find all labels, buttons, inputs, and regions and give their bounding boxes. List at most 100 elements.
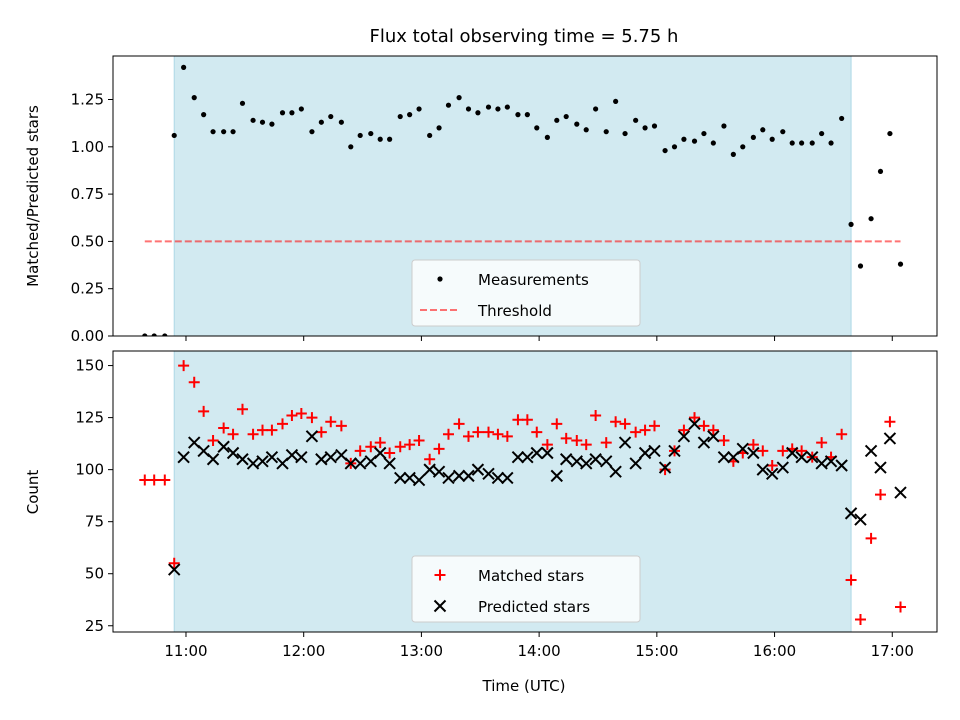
matched-star-point [639,424,651,436]
matched-star-point [580,439,592,451]
matched-star-point [306,412,318,424]
predicted-star-point [353,457,367,470]
predicted-star-point [765,467,779,481]
matched-star-point [531,426,543,438]
matched-star-point [816,437,828,449]
measurement-point [171,132,177,139]
matched-star-point [247,428,259,440]
predicted-star-point [226,446,240,460]
bottom-legend: Matched stars Predicted stars [411,555,641,623]
top-y-tick-label: 1.00 [71,138,104,156]
predicted-star-point [864,444,878,458]
predicted-star-point [295,450,308,464]
top-y-tick-label: 0.50 [71,232,104,250]
matched-star-point [404,439,416,451]
predicted-star-point [668,444,681,458]
measurement-point [456,95,462,101]
top-legend-label: Measurements [478,271,589,289]
predicted-star-point [177,450,190,464]
matched-star-point [139,474,151,486]
measurement-point [671,144,678,150]
bottom-data-layer [139,360,907,626]
matched-star-point [678,424,690,436]
measurement-point [877,168,884,175]
measurement-point [710,140,716,146]
predicted-star-point [824,455,838,468]
matched-star-point [472,426,484,438]
predicted-star-point [559,453,573,466]
measurement-point [780,129,786,135]
top-y-tick-label: 0.00 [71,327,104,345]
measurement-point [348,144,354,150]
predicted-star-point [756,463,769,476]
bottom-axes-frame [112,350,938,633]
measurement-point [848,221,854,227]
matched-star-point [796,445,808,457]
predicted-star-point [491,471,505,485]
matched-star-point [492,428,504,440]
measurement-point [819,130,825,137]
matched-star-point [747,439,759,451]
matched-star-point [895,601,907,613]
measurement-point [485,104,492,110]
bottom-x-tick-label: 11:00 [164,642,207,660]
predicted-star-point [265,450,279,464]
bottom-y-tick-label: 25 [85,617,104,635]
measurement-point [504,104,510,110]
matched-star-point [501,430,513,442]
bottom-x-tick-label: 16:00 [753,642,796,660]
measurement-point [495,106,501,112]
matched-star-point [874,489,886,501]
predicted-star-point [776,461,790,474]
measurement-point [151,333,157,336]
matched-star-point [286,410,298,422]
predicted-star-point [648,444,661,458]
matched-star-point [483,426,495,438]
measurement-point [269,121,275,127]
bottom-x-tick-label: 12:00 [282,642,325,660]
measurement-point [416,106,422,112]
matched-star-point [698,420,710,432]
matched-star-point [335,420,347,432]
measurement-point [534,125,540,131]
matched-star-point [315,426,327,438]
matched-star-point [590,410,602,422]
measurement-point [681,136,687,142]
predicted-star-point [206,453,220,466]
matched-star-point [551,418,563,430]
top-axes-frame [112,55,938,337]
bottom-x-tick-label: 17:00 [871,642,914,660]
top-y-tick-label: 0.25 [71,280,104,298]
measurement-point [142,333,148,336]
predicted-star-point [168,563,181,576]
matched-star-point [630,426,642,438]
matched-star-point [541,439,553,451]
matched-star-point [521,414,533,426]
measurement-point [279,110,286,116]
predicted-star-point [883,432,897,445]
matched-star-point [413,435,425,447]
predicted-star-point [618,436,632,449]
matched-star-point [256,424,268,436]
matched-star-point [236,403,248,415]
measurement-point [524,112,530,118]
predicted-star-point [844,507,858,520]
matched-star-point [295,407,307,419]
bottom-y-tick-label: 125 [75,409,104,427]
bottom-y-tick-label: 75 [85,513,104,531]
measurement-point [221,129,227,135]
predicted-star-point [815,457,828,470]
predicted-star-point [874,461,887,474]
top-y-tick-label: 1.25 [71,91,104,109]
bottom-x-tick-label: 15:00 [635,642,678,660]
bottom-x-tick-label: 14:00 [518,642,561,660]
matched-star-point [365,441,377,453]
predicted-star-point [442,471,455,485]
matched-star-point [374,437,386,449]
matched-star-point [424,453,436,465]
top-legend: Measurements Threshold [411,259,641,327]
predicted-star-point [589,453,602,466]
measurement-point [839,115,845,122]
measurement-point [407,112,413,118]
measurement-point [230,129,236,135]
